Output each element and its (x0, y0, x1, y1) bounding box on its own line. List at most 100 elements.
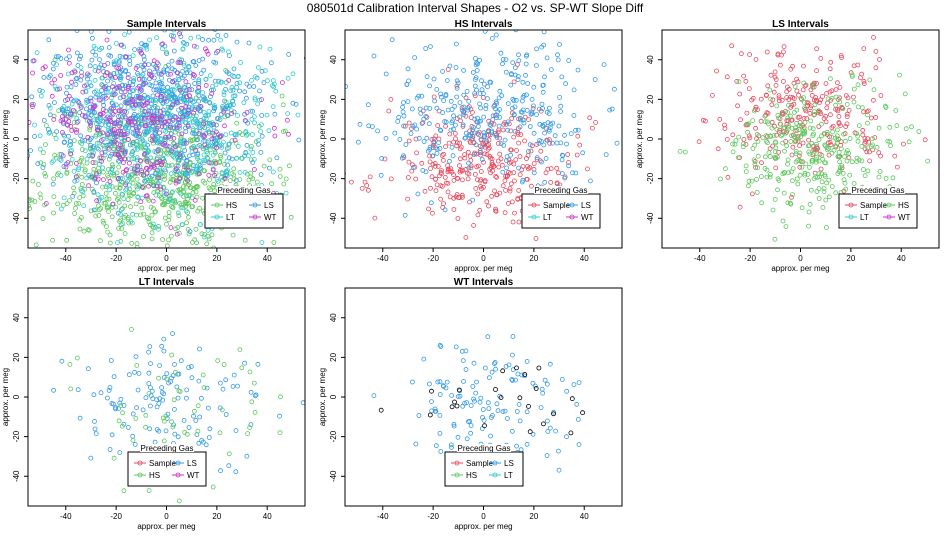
x-tick-label: 20 (529, 512, 538, 521)
point-ls (68, 84, 74, 90)
point-ls (488, 415, 494, 420)
point-hs (824, 225, 829, 230)
point-hs (146, 390, 152, 396)
point-lt (87, 80, 93, 85)
point-wt (139, 102, 145, 107)
point-ls (431, 76, 437, 82)
point-lt (205, 227, 211, 233)
point-sample (816, 124, 822, 129)
point-hs (812, 102, 818, 108)
point-ls (253, 392, 259, 398)
point-ls (168, 131, 174, 137)
point-hs (103, 191, 109, 196)
point-ls (614, 140, 620, 146)
point-hs (829, 134, 834, 140)
point-hs (808, 118, 814, 124)
point-ls (510, 377, 515, 383)
point-lt (119, 191, 125, 197)
point-ls (442, 119, 448, 124)
point-wt (193, 148, 199, 153)
point-sample (458, 144, 464, 150)
point-ls (444, 78, 450, 83)
point-hs (79, 147, 85, 152)
point-ls (570, 170, 575, 176)
point-sample (722, 126, 728, 131)
point-other (378, 407, 384, 413)
point-hs (826, 177, 832, 183)
legend-title-bg (457, 444, 511, 452)
point-ls (437, 412, 443, 418)
point-hs (781, 125, 786, 131)
point-lt (135, 194, 141, 200)
point-lt (265, 78, 270, 84)
point-ls (46, 75, 52, 80)
point-ls (206, 435, 212, 440)
point-lt (169, 112, 175, 118)
point-ls (46, 103, 52, 108)
point-wt (177, 87, 183, 93)
point-ls (9, 143, 13, 147)
point-hs (906, 139, 912, 145)
point-ls (274, 155, 280, 161)
point-hs (828, 76, 833, 82)
point-wt (98, 155, 104, 161)
point-lt (171, 87, 177, 93)
point-wt (214, 145, 220, 151)
point-ls (300, 400, 305, 406)
point-ls (244, 453, 250, 459)
point-hs (188, 185, 194, 191)
point-hs (93, 207, 99, 213)
legend-marker-ls (492, 460, 498, 466)
x-tick-label: -20 (110, 512, 122, 521)
point-lt (210, 152, 216, 158)
point-sample (554, 165, 560, 171)
point-wt (222, 123, 227, 129)
point-sample (499, 162, 505, 168)
point-ls (540, 106, 545, 111)
point-sample (739, 51, 744, 57)
point-hs (109, 214, 115, 220)
point-ls (223, 33, 229, 38)
point-ls (449, 392, 455, 398)
point-ls (175, 434, 181, 440)
point-hs (767, 133, 773, 139)
point-sample (759, 160, 764, 166)
point-lt (177, 171, 183, 177)
point-hs (774, 103, 780, 109)
point-lt (226, 141, 232, 147)
point-hs (230, 232, 236, 238)
point-lt (185, 171, 191, 177)
point-hs (851, 99, 857, 105)
point-lt (170, 86, 176, 92)
legend-label-lt: LT (860, 213, 869, 222)
point-ls (530, 431, 536, 437)
point-hs (226, 451, 232, 457)
point-lt (251, 156, 257, 162)
point-hs (837, 159, 842, 165)
point-ls (91, 189, 97, 195)
point-ls (21, 69, 25, 73)
point-ls (146, 349, 152, 355)
point-lt (113, 284, 117, 288)
point-ls (171, 48, 177, 54)
point-ls (480, 91, 486, 96)
point-ls (503, 158, 509, 164)
point-wt (162, 96, 168, 102)
point-ls (116, 406, 121, 412)
point-ls (223, 87, 228, 92)
legend-label-ls: LS (187, 459, 197, 468)
point-hs (286, 163, 292, 169)
point-hs (242, 237, 248, 243)
point-sample (484, 199, 490, 205)
point-lt (225, 49, 231, 55)
point-wt (146, 8, 150, 12)
point-lt (181, 41, 187, 46)
point-hs (82, 167, 88, 173)
point-lt (105, 90, 111, 95)
point-wt (7, 53, 11, 57)
point-ls (556, 123, 562, 129)
point-sample (772, 74, 778, 80)
point-ls (150, 93, 156, 99)
point-other (536, 365, 542, 371)
point-lt (82, 113, 88, 118)
